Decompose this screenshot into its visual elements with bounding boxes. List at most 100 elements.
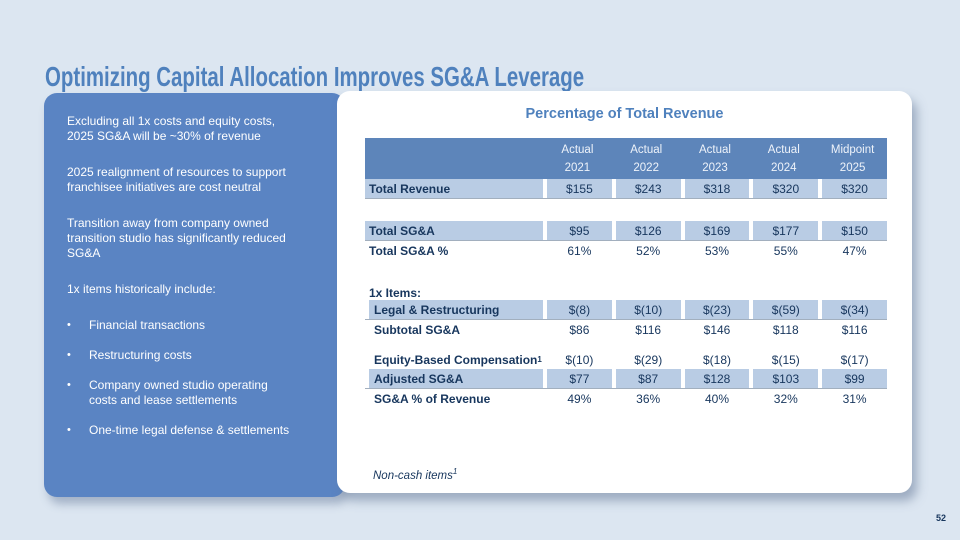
row-label: Total SG&A xyxy=(365,221,543,240)
row-label-text: SG&A % of Revenue xyxy=(374,391,491,406)
header-cell: Actual 2024 xyxy=(749,138,818,179)
row-spacer xyxy=(365,260,887,281)
header-col-qualifier: Actual xyxy=(699,143,731,156)
cell-value: $95 xyxy=(547,221,612,240)
cell-value: $116 xyxy=(841,322,868,337)
cell-value: $99 xyxy=(822,369,887,388)
row-label: Adjusted SG&A xyxy=(369,369,543,388)
cell-value: $169 xyxy=(684,221,750,240)
cell-value: 61% xyxy=(567,243,592,258)
cell-value: $177 xyxy=(753,221,819,240)
row-label-text: Total Revenue xyxy=(369,181,451,196)
table-row: SG&A % of Revenue 49% 36% 40% 32% 31% xyxy=(365,389,887,408)
cell-value: $(59) xyxy=(753,300,819,319)
row-label-text: Total SG&A % xyxy=(369,243,449,258)
header-col-year: 2022 xyxy=(633,161,659,174)
row-label-text: Subtotal SG&A xyxy=(374,322,460,337)
cell-value: $77 xyxy=(547,369,612,388)
row-label: SG&A % of Revenue xyxy=(365,389,543,408)
cell-value: 36% xyxy=(636,391,661,406)
header-col-qualifier: Actual xyxy=(561,143,594,156)
table-title: Percentage of Total Revenue xyxy=(525,106,724,122)
cell-value: $(17) xyxy=(840,352,869,367)
cell-value: $(18) xyxy=(702,352,731,367)
table-row: Equity-Based Compensation 1 $(10) $(29) $(18… xyxy=(365,350,887,369)
cell-value: $103 xyxy=(753,369,819,388)
bullet-text: Company owned studio operating costs and… xyxy=(89,378,268,407)
cell-value: $126 xyxy=(615,221,681,240)
header-cell: Actual 2021 xyxy=(543,138,612,179)
bullet-item: • Financial transactions xyxy=(67,318,325,333)
bullet-text: Restructuring costs xyxy=(89,348,192,362)
row-label-text: Legal & Restructuring xyxy=(374,302,500,317)
cell-value: 31% xyxy=(842,391,867,406)
cell-value: $116 xyxy=(635,322,662,337)
cell-value: $(34) xyxy=(822,300,887,319)
table-row: Subtotal SG&A $86 $116 $146 $118 $116 xyxy=(365,320,887,339)
cell-value: $87 xyxy=(615,369,681,388)
table-row: Total SG&A $95 $126 $169 $177 $150 xyxy=(365,221,887,241)
table-row: Legal & Restructuring $(8) $(10) $(23) $(59)… xyxy=(365,300,887,320)
cell-value: $(23) xyxy=(684,300,750,319)
cell-value: $150 xyxy=(822,221,887,240)
header-col-qualifier: Actual xyxy=(767,143,800,156)
cell-value: $318 xyxy=(684,179,750,198)
sidebar-paragraph: 1x items historically include: xyxy=(67,282,216,296)
row-label: Subtotal SG&A xyxy=(365,320,543,339)
header-col-qualifier: Actual xyxy=(630,143,663,156)
table-card: Percentage of Total Revenue Actual 2021 Ac… xyxy=(337,91,912,493)
bullet-item: • Restructuring costs xyxy=(67,348,325,363)
cell-value: $(10) xyxy=(565,352,594,367)
bullet-icon: • xyxy=(67,379,71,391)
bullet-icon: • xyxy=(67,424,71,436)
bullet-icon: • xyxy=(67,319,71,331)
header-cell: Actual 2022 xyxy=(612,138,681,179)
cell-value: $118 xyxy=(772,322,799,337)
table-body: Total Revenue $155 $243 $318 $320 $320 Total S… xyxy=(365,179,887,408)
slide-title: Optimizing Capital Allocation Improves S… xyxy=(45,60,585,92)
header-col-year: 2025 xyxy=(839,161,866,174)
row-label-text: Total SG&A xyxy=(369,223,435,238)
row-spacer xyxy=(365,199,887,221)
cell-value: 32% xyxy=(773,391,798,406)
row-spacer xyxy=(365,339,887,350)
header-col-year: 2024 xyxy=(770,161,797,174)
row-label: Legal & Restructuring xyxy=(369,300,543,319)
bullet-icon: • xyxy=(67,349,71,361)
header-cell: Midpoint 2025 xyxy=(818,138,887,179)
row-label: 1x Items: xyxy=(365,286,887,300)
footnote-superscript: 1 xyxy=(452,467,458,477)
row-label: Total Revenue xyxy=(365,179,543,198)
table-row: Total Revenue $155 $243 $318 $320 $320 xyxy=(365,179,887,199)
table-row: Total SG&A % 61% 52% 53% 55% 47% xyxy=(365,241,887,260)
bullet-text: Financial transactions xyxy=(89,318,206,332)
cell-value: $(29) xyxy=(634,352,663,367)
cell-value: $(15) xyxy=(771,352,800,367)
row-label: Total SG&A % xyxy=(365,241,543,260)
cell-value: 53% xyxy=(704,243,729,258)
sidebar-paragraph: 2025 realignment of resources to support… xyxy=(67,165,286,194)
cell-value: $(8) xyxy=(547,300,612,319)
table-row: Adjusted SG&A $77 $87 $128 $103 $99 xyxy=(365,369,887,389)
revenue-table: Actual 2021 Actual 2022 Actual 2023 Actual 2024… xyxy=(365,138,887,408)
cell-value: $(10) xyxy=(615,300,681,319)
table-row: 1x Items: xyxy=(365,281,887,300)
header-col-qualifier: Midpoint xyxy=(830,143,875,156)
cell-value: 52% xyxy=(636,243,661,258)
bullet-text: One-time legal defense & settlements xyxy=(89,423,290,437)
row-label-text: Equity-Based Compensation xyxy=(374,352,538,367)
sidebar-panel: Excluding all 1x costs and equity costs,… xyxy=(44,93,345,497)
sidebar-paragraph: Transition away from company owned trans… xyxy=(67,216,286,260)
cell-value: 49% xyxy=(567,391,592,406)
cell-value: $320 xyxy=(822,179,887,198)
sidebar-paragraphs: Excluding all 1x costs and equity costs,… xyxy=(67,114,325,297)
header-col-year: 2021 xyxy=(564,161,591,174)
sidebar-paragraph: Excluding all 1x costs and equity costs,… xyxy=(67,114,276,143)
row-label-text: Adjusted SG&A xyxy=(374,371,464,386)
footnote: Non-cash items1 xyxy=(373,467,458,482)
cell-value: $128 xyxy=(684,369,750,388)
page-number: 52 xyxy=(935,513,946,523)
bullet-item: • One-time legal defense & settlements xyxy=(67,423,325,438)
bullet-item: • Company owned studio operating costs an… xyxy=(67,378,325,408)
